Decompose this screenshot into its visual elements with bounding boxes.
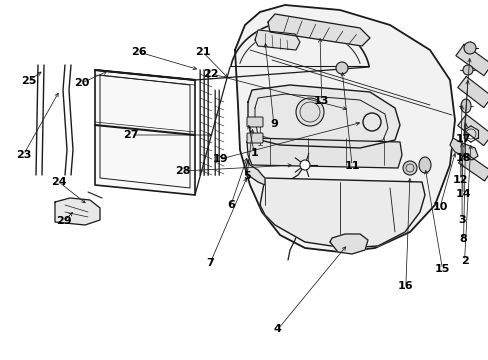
Polygon shape <box>235 5 454 252</box>
Text: 1: 1 <box>250 148 258 158</box>
Polygon shape <box>457 76 488 108</box>
Polygon shape <box>457 114 488 145</box>
Polygon shape <box>95 70 195 195</box>
Text: 10: 10 <box>431 202 447 212</box>
Polygon shape <box>455 44 488 76</box>
Text: 12: 12 <box>452 175 468 185</box>
Text: 22: 22 <box>203 69 219 79</box>
Text: 21: 21 <box>195 47 210 57</box>
Circle shape <box>335 62 347 74</box>
Circle shape <box>463 42 475 54</box>
Polygon shape <box>458 153 488 181</box>
Text: 4: 4 <box>273 324 281 334</box>
Circle shape <box>462 65 472 75</box>
Circle shape <box>295 98 324 126</box>
Text: 26: 26 <box>131 47 147 57</box>
FancyBboxPatch shape <box>246 133 263 143</box>
Text: 20: 20 <box>74 78 90 88</box>
Polygon shape <box>246 138 401 168</box>
Text: 25: 25 <box>20 76 36 86</box>
Circle shape <box>299 160 309 170</box>
Text: 3: 3 <box>457 215 465 225</box>
Polygon shape <box>55 198 100 225</box>
Text: 9: 9 <box>269 119 277 129</box>
Text: 24: 24 <box>51 177 66 187</box>
Text: 5: 5 <box>243 171 250 181</box>
Ellipse shape <box>460 99 470 113</box>
Text: 15: 15 <box>434 264 449 274</box>
Text: 23: 23 <box>16 150 31 160</box>
Text: 14: 14 <box>454 189 470 199</box>
Text: 16: 16 <box>397 281 413 291</box>
Polygon shape <box>245 160 264 185</box>
Text: 8: 8 <box>459 234 467 244</box>
Text: 19: 19 <box>212 154 227 164</box>
Polygon shape <box>260 178 424 248</box>
Text: 28: 28 <box>175 166 191 176</box>
Text: 6: 6 <box>226 200 234 210</box>
Text: 2: 2 <box>460 256 468 266</box>
Text: 18: 18 <box>455 153 470 163</box>
Circle shape <box>402 161 416 175</box>
Text: 29: 29 <box>56 216 71 226</box>
Polygon shape <box>329 234 367 254</box>
Polygon shape <box>267 14 369 46</box>
Text: 11: 11 <box>344 161 359 171</box>
Ellipse shape <box>418 157 430 173</box>
Text: 13: 13 <box>313 96 329 106</box>
Text: 27: 27 <box>123 130 139 140</box>
FancyBboxPatch shape <box>246 117 263 127</box>
Polygon shape <box>247 85 399 148</box>
Text: 7: 7 <box>206 258 214 268</box>
Polygon shape <box>254 30 299 50</box>
Polygon shape <box>449 138 477 160</box>
Text: 17: 17 <box>455 134 470 144</box>
